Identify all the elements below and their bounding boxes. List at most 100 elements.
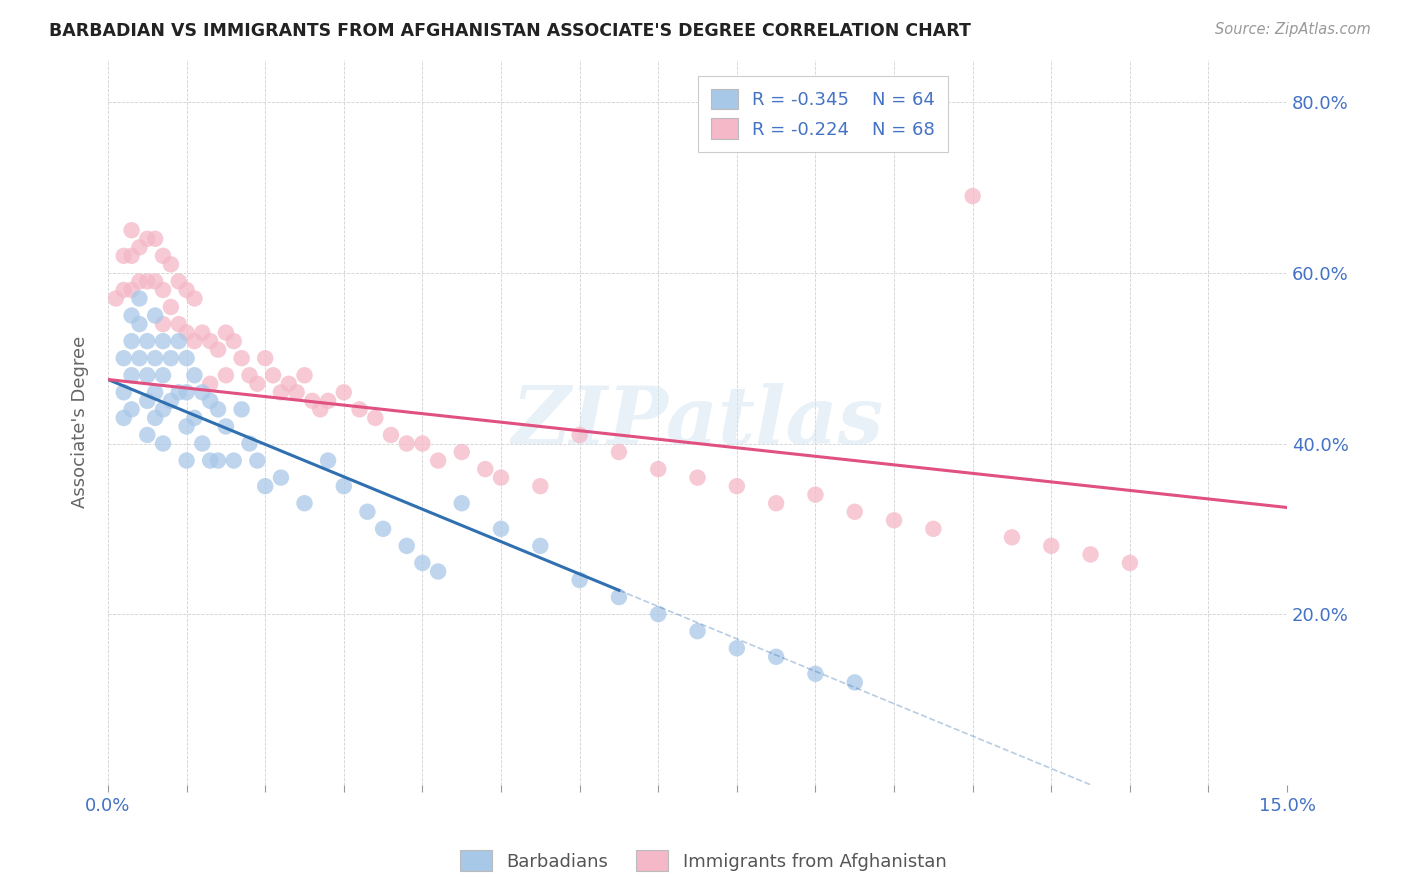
Point: [1040, 539, 1063, 553]
Point: [183, 368, 205, 383]
Point: [152, 249, 174, 263]
Point: [198, 393, 221, 408]
Point: [198, 453, 221, 467]
Point: [725, 479, 748, 493]
Point: [215, 368, 238, 383]
Point: [128, 292, 150, 306]
Point: [450, 445, 472, 459]
Point: [112, 385, 135, 400]
Text: BARBADIAN VS IMMIGRANTS FROM AFGHANISTAN ASSOCIATE'S DEGREE CORRELATION CHART: BARBADIAN VS IMMIGRANTS FROM AFGHANISTAN…: [49, 22, 972, 40]
Point: [246, 376, 269, 391]
Point: [529, 539, 551, 553]
Point: [207, 343, 229, 357]
Point: [364, 411, 387, 425]
Point: [207, 453, 229, 467]
Point: [380, 428, 402, 442]
Point: [112, 411, 135, 425]
Point: [301, 393, 323, 408]
Point: [191, 385, 214, 400]
Point: [198, 334, 221, 348]
Point: [160, 393, 183, 408]
Point: [183, 411, 205, 425]
Point: [686, 624, 709, 639]
Point: [647, 607, 669, 621]
Point: [356, 505, 378, 519]
Point: [136, 274, 159, 288]
Point: [1001, 530, 1024, 544]
Point: [427, 453, 450, 467]
Point: [143, 411, 166, 425]
Point: [152, 283, 174, 297]
Point: [270, 470, 292, 484]
Point: [231, 351, 253, 366]
Point: [160, 257, 183, 271]
Point: [167, 274, 190, 288]
Point: [333, 385, 356, 400]
Point: [183, 292, 205, 306]
Point: [238, 368, 260, 383]
Point: [207, 402, 229, 417]
Point: [160, 351, 183, 366]
Y-axis label: Associate's Degree: Associate's Degree: [72, 336, 89, 508]
Point: [844, 675, 866, 690]
Point: [349, 402, 371, 417]
Point: [568, 428, 591, 442]
Point: [112, 351, 135, 366]
Point: [395, 539, 418, 553]
Point: [411, 556, 433, 570]
Point: [121, 368, 143, 383]
Point: [121, 402, 143, 417]
Point: [489, 522, 512, 536]
Point: [152, 436, 174, 450]
Point: [136, 393, 159, 408]
Point: [686, 470, 709, 484]
Point: [411, 436, 433, 450]
Point: [238, 436, 260, 450]
Point: [883, 513, 905, 527]
Legend: Barbadians, Immigrants from Afghanistan: Barbadians, Immigrants from Afghanistan: [453, 843, 953, 879]
Point: [254, 351, 277, 366]
Point: [215, 419, 238, 434]
Point: [121, 223, 143, 237]
Point: [198, 376, 221, 391]
Text: ZIPatlas: ZIPatlas: [512, 384, 883, 461]
Point: [804, 666, 827, 681]
Point: [246, 453, 269, 467]
Point: [804, 488, 827, 502]
Point: [176, 283, 198, 297]
Point: [136, 428, 159, 442]
Point: [128, 351, 150, 366]
Point: [136, 232, 159, 246]
Point: [136, 334, 159, 348]
Point: [395, 436, 418, 450]
Point: [316, 393, 339, 408]
Point: [128, 240, 150, 254]
Point: [112, 249, 135, 263]
Point: [121, 334, 143, 348]
Point: [160, 300, 183, 314]
Legend: R = -0.345    N = 64, R = -0.224    N = 68: R = -0.345 N = 64, R = -0.224 N = 68: [699, 76, 948, 152]
Point: [231, 402, 253, 417]
Point: [167, 334, 190, 348]
Point: [765, 496, 787, 510]
Point: [176, 419, 198, 434]
Point: [844, 505, 866, 519]
Point: [427, 565, 450, 579]
Point: [143, 274, 166, 288]
Point: [152, 402, 174, 417]
Point: [167, 317, 190, 331]
Point: [371, 522, 394, 536]
Point: [277, 376, 299, 391]
Point: [112, 283, 135, 297]
Point: [143, 351, 166, 366]
Point: [176, 326, 198, 340]
Point: [191, 326, 214, 340]
Text: Source: ZipAtlas.com: Source: ZipAtlas.com: [1215, 22, 1371, 37]
Point: [152, 368, 174, 383]
Point: [128, 317, 150, 331]
Point: [285, 385, 308, 400]
Point: [121, 249, 143, 263]
Point: [222, 453, 245, 467]
Point: [136, 368, 159, 383]
Point: [176, 453, 198, 467]
